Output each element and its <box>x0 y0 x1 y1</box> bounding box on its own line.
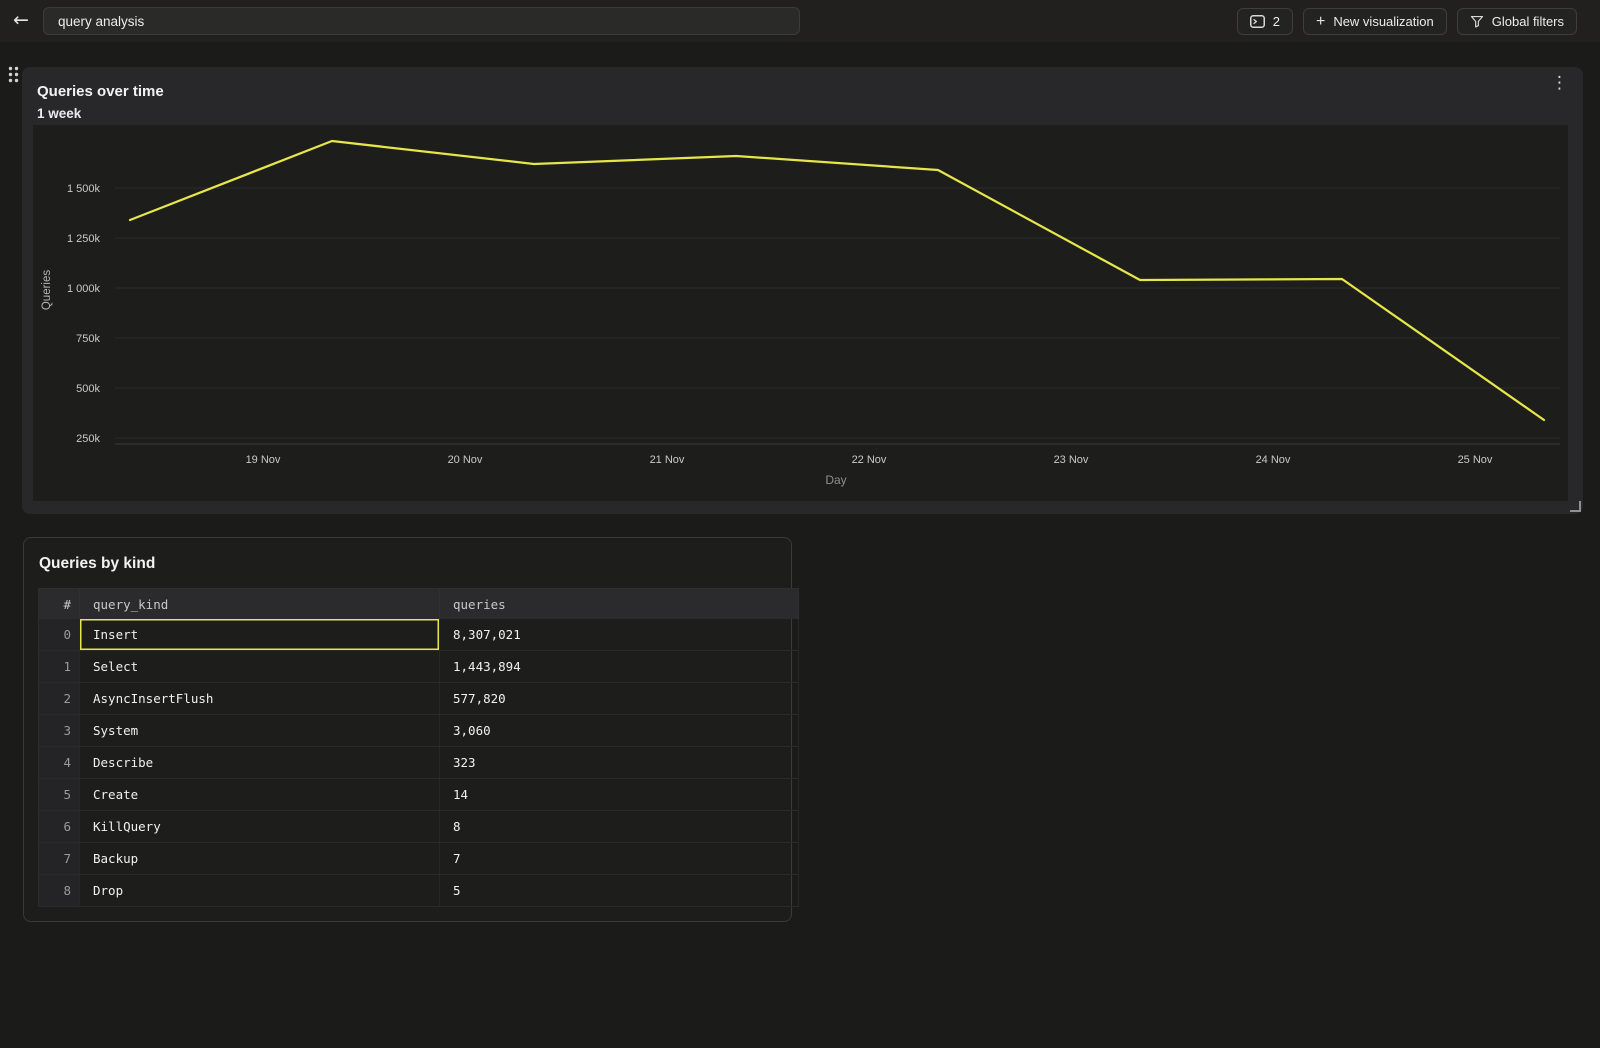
cell-query-kind[interactable]: KillQuery <box>79 810 440 843</box>
cell-queries[interactable]: 14 <box>439 778 799 811</box>
table-row: 2 AsyncInsertFlush 577,820 <box>38 682 799 715</box>
table-row: 5 Create 14 <box>38 778 799 811</box>
x-tick-label: 20 Nov <box>448 454 483 466</box>
back-arrow-icon[interactable]: ← <box>13 9 29 31</box>
chart-title: Queries over time <box>37 83 164 100</box>
queries-by-kind-table: # query_kind queries 0 Insert 8,307,021 1 Sele… <box>38 588 799 907</box>
x-tick-label: 24 Nov <box>1256 454 1291 466</box>
drag-handle[interactable] <box>8 66 19 83</box>
table-row: 0 Insert 8,307,021 <box>38 619 799 651</box>
table-row: 4 Describe 323 <box>38 746 799 779</box>
table-title: Queries by kind <box>39 555 156 572</box>
cell-query-kind[interactable]: Create <box>79 778 440 811</box>
console-count-label: 2 <box>1272 14 1280 29</box>
x-tick-label: 19 Nov <box>246 454 281 466</box>
y-tick-label: 250k <box>76 433 100 445</box>
x-tick-label: 23 Nov <box>1054 454 1089 466</box>
kebab-menu-icon[interactable]: ⋮ <box>1551 73 1568 93</box>
table-row: 3 System 3,060 <box>38 714 799 747</box>
cell-query-kind[interactable]: System <box>79 714 440 747</box>
queries-over-time-chart: 1 500k 1 250k 1 000k 750k 500k 250k 19 Nov 20 N… <box>41 139 1560 487</box>
topbar-actions: 2 + New visualization Global filters <box>1236 8 1577 35</box>
queries-line-series[interactable] <box>128 139 1546 422</box>
table-row: 6 KillQuery 8 <box>38 810 799 843</box>
cell-index[interactable]: 6 <box>38 810 80 843</box>
cell-queries[interactable]: 7 <box>439 842 799 875</box>
global-filters-label: Global filters <box>1491 14 1564 29</box>
table-header-index: # <box>38 588 80 619</box>
console-count-button[interactable]: 2 <box>1236 8 1293 35</box>
cell-query-kind[interactable]: Drop <box>79 874 440 907</box>
table-header-query_kind: query_kind <box>79 588 440 619</box>
cell-queries[interactable]: 577,820 <box>439 682 799 715</box>
x-tick-label: 22 Nov <box>852 454 887 466</box>
resize-handle-icon[interactable] <box>1570 501 1581 512</box>
chart-card-queries-over-time: Queries over time 1 week ⋮ 1 500k 1 250k 1… <box>22 67 1583 514</box>
table-row: 1 Select 1,443,894 <box>38 650 799 683</box>
cell-query-kind[interactable]: Describe <box>79 746 440 779</box>
cell-index[interactable]: 2 <box>38 682 80 715</box>
funnel-icon <box>1470 15 1483 28</box>
table-row: 7 Backup 7 <box>38 842 799 875</box>
cell-queries[interactable]: 8,307,021 <box>439 619 799 651</box>
y-axis-title: Queries <box>41 270 53 311</box>
cell-index[interactable]: 3 <box>38 714 80 747</box>
topbar: ← 2 + New visualization Global filters <box>0 0 1600 42</box>
global-filters-button[interactable]: Global filters <box>1456 8 1577 35</box>
console-icon <box>1249 15 1265 28</box>
cell-index[interactable]: 1 <box>38 650 80 683</box>
cell-query-kind[interactable]: AsyncInsertFlush <box>79 682 440 715</box>
table-header-row: # query_kind queries <box>38 588 799 619</box>
y-tick-label: 1 250k <box>67 233 101 245</box>
table-header-queries: queries <box>439 588 799 619</box>
cell-index[interactable]: 7 <box>38 842 80 875</box>
cell-index[interactable]: 0 <box>38 619 80 651</box>
cell-query-kind[interactable]: Select <box>79 650 440 683</box>
y-tick-label: 500k <box>76 383 100 395</box>
x-tick-label: 21 Nov <box>650 454 685 466</box>
new-visualization-label: New visualization <box>1333 14 1434 29</box>
x-tick-label: 25 Nov <box>1458 454 1493 466</box>
y-tick-label: 1 000k <box>67 283 101 295</box>
drag-dots-icon <box>8 66 19 83</box>
cell-queries[interactable]: 323 <box>439 746 799 779</box>
cell-index[interactable]: 4 <box>38 746 80 779</box>
x-axis-title: Day <box>825 473 846 487</box>
dashboard-title-input[interactable] <box>43 7 800 35</box>
cell-index[interactable]: 5 <box>38 778 80 811</box>
cell-queries[interactable]: 3,060 <box>439 714 799 747</box>
cell-queries[interactable]: 5 <box>439 874 799 907</box>
cell-index[interactable]: 8 <box>38 874 80 907</box>
table-row: 8 Drop 5 <box>38 874 799 907</box>
plus-icon: + <box>1315 12 1326 30</box>
chart-subtitle: 1 week <box>37 106 82 121</box>
chart-plot-area[interactable]: 1 500k 1 250k 1 000k 750k 500k 250k 19 Nov 20 N… <box>33 125 1568 501</box>
cell-query-kind[interactable]: Backup <box>79 842 440 875</box>
selected-cell[interactable]: Insert <box>79 619 440 651</box>
new-visualization-button[interactable]: + New visualization <box>1302 8 1447 35</box>
y-tick-label: 1 500k <box>67 183 101 195</box>
y-tick-label: 750k <box>76 333 100 345</box>
cell-queries[interactable]: 1,443,894 <box>439 650 799 683</box>
table-card-queries-by-kind: Queries by kind # query_kind queries 0 Inse… <box>23 537 799 922</box>
cell-queries[interactable]: 8 <box>439 810 799 843</box>
